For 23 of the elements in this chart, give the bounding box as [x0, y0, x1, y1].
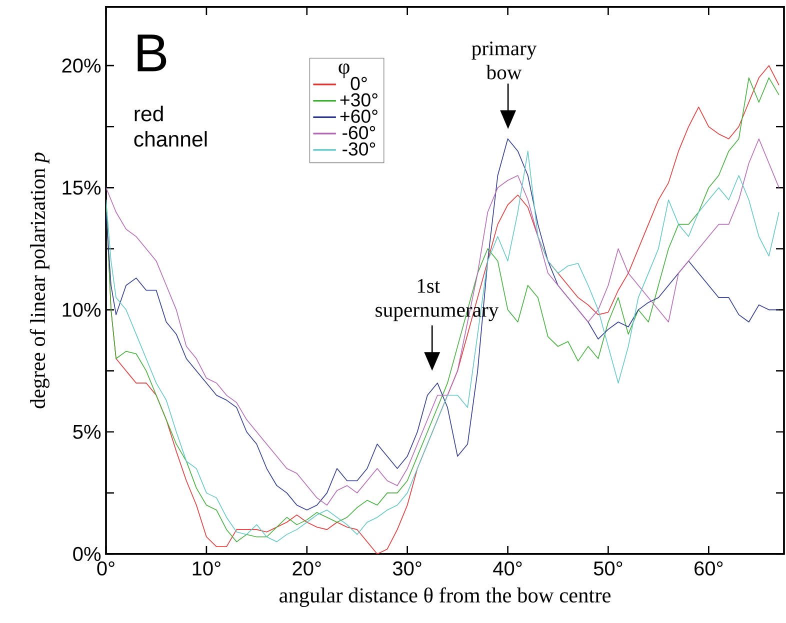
y-tick-label: 20% — [62, 58, 101, 73]
text: red channel — [134, 106, 207, 147]
x-tick-label: 10° — [192, 561, 220, 576]
y-tick-label: 5% — [73, 424, 101, 439]
x-tick-label: 50° — [594, 561, 622, 576]
x-tick-label: 30° — [392, 561, 422, 576]
legend-label: +30° — [340, 93, 378, 107]
annotation: primary bow — [472, 41, 537, 80]
y-tick-label: 10% — [62, 302, 101, 317]
legend-title: φ — [338, 64, 350, 78]
x-tick-label: 40° — [493, 561, 522, 576]
x-tick-label: 60° — [694, 561, 723, 576]
chart-title: B — [138, 34, 166, 72]
legend-label: 0° — [350, 76, 367, 90]
legend-label: +60° — [340, 110, 378, 123]
y-axis-title: degree of linear polarization p — [30, 152, 50, 408]
x-axis-title: angular distance θ from the bow centre — [280, 587, 610, 607]
y-tick-label: 15% — [62, 180, 101, 195]
legend-label: -60° — [342, 126, 376, 140]
x-tick-label: 0° — [97, 561, 114, 576]
x-tick-label: 20° — [292, 561, 321, 576]
legend-label: -30° — [342, 142, 376, 156]
y-tick-label: 0% — [73, 546, 101, 562]
